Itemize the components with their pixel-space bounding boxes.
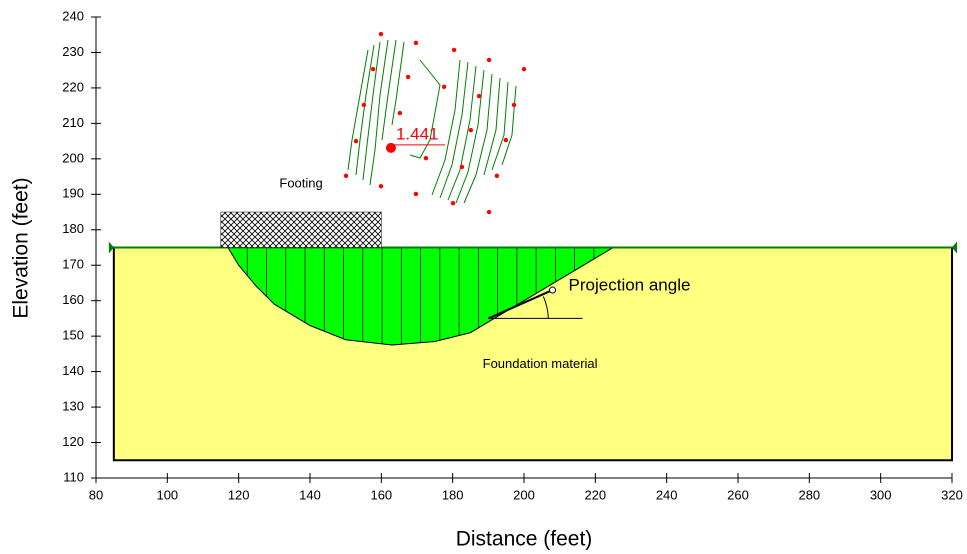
projection-label: Projection angle: [569, 276, 691, 295]
x-axis-title: Distance (feet): [456, 528, 593, 551]
x-tick-label: 140: [299, 487, 321, 502]
x-tick-label: 200: [513, 487, 535, 502]
y-tick-label: 140: [62, 363, 84, 378]
grid-point: [362, 103, 366, 107]
grid-point: [424, 156, 428, 160]
x-tick-label: 160: [370, 487, 392, 502]
y-tick-label: 150: [62, 328, 84, 343]
grid-point: [452, 48, 456, 52]
grid-point: [398, 111, 402, 115]
grid-point: [379, 32, 383, 36]
x-tick-label: 320: [941, 487, 963, 502]
x-tick-label: 100: [156, 487, 178, 502]
footing-label: Footing: [279, 175, 322, 190]
grid-point: [469, 128, 473, 132]
x-tick-label: 240: [656, 487, 678, 502]
region-label: Foundation material: [483, 356, 598, 371]
grid-point: [487, 58, 491, 62]
grid-point: [414, 192, 418, 196]
grid-point: [451, 201, 455, 205]
grid-point: [379, 184, 383, 188]
y-axis-title: Elevation (feet): [10, 177, 33, 318]
grid-point: [495, 174, 499, 178]
y-tick-label: 200: [62, 150, 84, 165]
factor-of-safety: 1.441: [396, 124, 439, 143]
grid-point: [406, 75, 410, 79]
grid-point: [512, 103, 516, 107]
x-tick-label: 280: [798, 487, 820, 502]
y-tick-label: 230: [62, 44, 84, 59]
x-tick-label: 180: [442, 487, 464, 502]
x-tick-label: 120: [228, 487, 250, 502]
y-tick-label: 110: [63, 469, 84, 484]
y-tick-label: 120: [62, 434, 84, 449]
grid-point: [460, 165, 464, 169]
y-tick-label: 180: [62, 221, 84, 236]
y-tick-label: 220: [62, 79, 84, 94]
y-tick-label: 190: [62, 186, 84, 201]
grid-point: [442, 85, 446, 89]
grid-point: [504, 138, 508, 142]
fs-contours: [348, 40, 516, 203]
grid-point: [354, 139, 358, 143]
grid-point: [522, 67, 526, 71]
grid-point: [414, 41, 418, 45]
grid-point: [487, 210, 491, 214]
grid-point: [371, 67, 375, 71]
x-tick-label: 220: [584, 487, 606, 502]
y-tick-label: 170: [62, 257, 84, 272]
x-tick-label: 80: [89, 487, 103, 502]
x-tick-label: 260: [727, 487, 749, 502]
x-tick-label: 300: [870, 487, 892, 502]
grid-point: [344, 174, 348, 178]
projection-arrow: [550, 287, 556, 293]
y-tick-label: 240: [62, 8, 84, 23]
y-tick-label: 130: [62, 399, 84, 414]
grid-point: [477, 94, 481, 98]
footing: [221, 212, 381, 247]
y-tick-label: 210: [62, 115, 84, 130]
y-tick-label: 160: [62, 292, 84, 307]
chart: Distance (feet) Elevation (feet) Foundat…: [0, 0, 967, 554]
